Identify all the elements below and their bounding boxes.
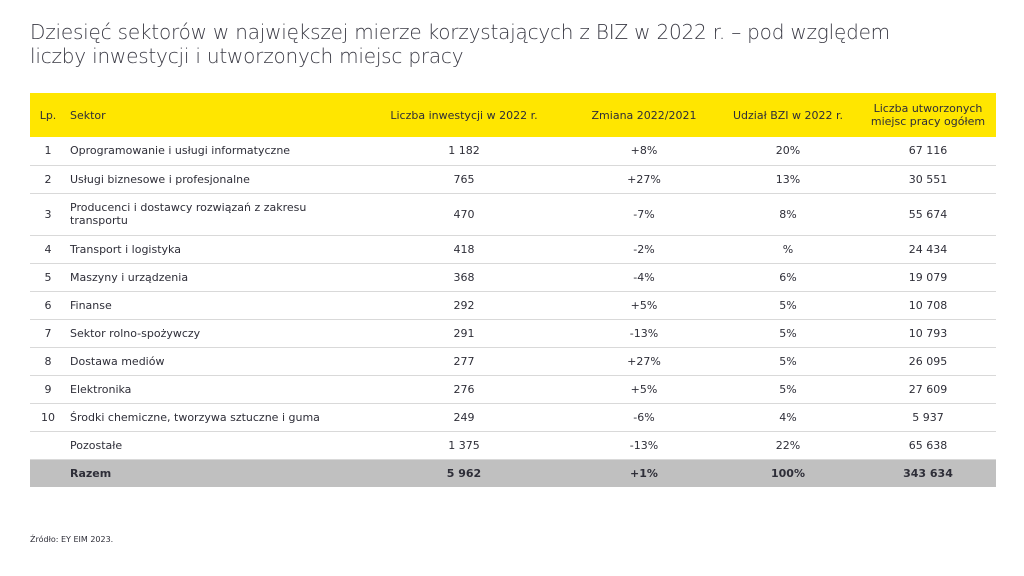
table-cell: 1 375	[356, 431, 572, 460]
table-row: 4 Transport i logistyka 418 -2%% 24 434	[30, 235, 996, 264]
total-cell: 343 634	[903, 466, 953, 480]
source-note: Źródło: EY EIM 2023.	[30, 535, 114, 544]
table-cell: 765	[356, 165, 572, 194]
table-cell: -6%	[572, 403, 716, 432]
table-row: 2 Usługi biznesowe i profesjonalne 765 +27%…	[30, 165, 996, 194]
table-row: 1 Oprogramowanie i usługi informatyczne 1 …	[30, 137, 996, 166]
table-cell: 8%	[716, 193, 860, 236]
sector-table: Lp. Sektor Liczba inwestycji w 2022 r. Zmia…	[30, 93, 996, 487]
table-cell: 9	[30, 375, 66, 404]
table-cell: %	[716, 235, 860, 264]
table-cell: 4%	[716, 403, 860, 432]
table-cell: 5	[30, 263, 66, 292]
table-cell: Pozostałe	[66, 431, 356, 460]
table-cell: Usługi biznesowe i profesjonalne	[66, 165, 356, 194]
table-cell: 67 116	[860, 137, 996, 166]
table-cell: 470	[356, 193, 572, 236]
table-cell: 7	[30, 319, 66, 348]
table-cell: 249	[356, 403, 572, 432]
table-cell: 4	[30, 235, 66, 264]
table-cell: 276	[356, 375, 572, 404]
table-cell: Sektor rolno-spożywczy	[66, 319, 356, 348]
table-cell: 19 079	[860, 263, 996, 292]
total-cell: 100%	[771, 466, 805, 480]
table-cell: 65 638	[860, 431, 996, 460]
total-cell: 5 962	[446, 466, 482, 480]
table-cell: 10 793	[860, 319, 996, 348]
table-cell: +27%	[572, 347, 716, 376]
table-cell: 1	[30, 137, 66, 166]
table-cell: 5 937	[860, 403, 996, 432]
table-cell: 291	[356, 319, 572, 348]
table-cell: Elektronika	[66, 375, 356, 404]
table-cell: 6%	[716, 263, 860, 292]
table-cell: 24 434	[860, 235, 996, 264]
table-cell: 10 708	[860, 291, 996, 320]
table-cell: +8%	[572, 137, 716, 166]
table-cell: 5%	[716, 375, 860, 404]
table-row: 9 Elektronika 276 +5% 5% 27 609	[30, 375, 996, 404]
table-cell: 30 551	[860, 165, 996, 194]
table-cell: Producenci i dostawcy rozwiązań z zakres…	[66, 193, 356, 236]
table-cell: -2%	[572, 235, 716, 264]
table-cell: 8	[30, 347, 66, 376]
table-cell: 5%	[716, 319, 860, 348]
table-cell	[30, 431, 66, 460]
table-row: 5 Maszyny i urządzenia 368 -4% 6% 19 079	[30, 263, 996, 292]
table-cell: 20%	[716, 137, 860, 166]
table-cell: +5%	[572, 375, 716, 404]
column-header: Sektor	[70, 108, 106, 122]
table-row: Pozostałe 1 375 -13% 22% 65 638	[30, 431, 996, 460]
table-row: 3 Producenci i dostawcy rozwiązań z zakre…	[30, 193, 996, 236]
total-cell: Razem	[70, 466, 112, 480]
total-cell	[30, 459, 66, 487]
table-row: 10 Środki chemiczne, tworzywa sztuczne i …	[30, 403, 996, 432]
table-cell: 55 674	[860, 193, 996, 236]
total-cell: +1%	[630, 466, 658, 480]
table-cell: Maszyny i urządzenia	[66, 263, 356, 292]
total-row: Razem 5 962 +1% 100% 343 634	[30, 459, 996, 487]
table-cell: Transport i logistyka	[66, 235, 356, 264]
table-cell: 6	[30, 291, 66, 320]
table-cell: 2	[30, 165, 66, 194]
column-header: Liczba utworzonych miejsc pracy ogółem	[870, 102, 986, 128]
table-cell: +27%	[572, 165, 716, 194]
table-cell: -13%	[572, 319, 716, 348]
table-cell: 13%	[716, 165, 860, 194]
table-cell: 10	[30, 403, 66, 432]
table-cell: 418	[356, 235, 572, 264]
table-cell: -7%	[572, 193, 716, 236]
title: Dziesięć sektorów w największej mierze k…	[30, 20, 890, 68]
table-cell: 22%	[716, 431, 860, 460]
table-row: 8 Dostawa mediów 277 +27% 5% 26 095	[30, 347, 996, 376]
table-cell: -4%	[572, 263, 716, 292]
table-cell: 5%	[716, 347, 860, 376]
table-cell: Dostawa mediów	[66, 347, 356, 376]
table-cell: Oprogramowanie i usługi informatyczne	[66, 137, 356, 166]
column-header: Udział BZI w 2022 r.	[732, 108, 844, 122]
title-line: liczby inwestycji i utworzonych miejsc p…	[30, 44, 464, 68]
column-header: Zmiana 2022/2021	[591, 108, 697, 122]
header-row: Lp. Sektor Liczba inwestycji w 2022 r. Zmia…	[30, 93, 996, 137]
table-cell: 26 095	[860, 347, 996, 376]
table-cell: Środki chemiczne, tworzywa sztuczne i gu…	[66, 403, 356, 432]
table-row: 7 Sektor rolno-spożywczy 291 -13% 5% 10 793	[30, 319, 996, 348]
table-cell: 5%	[716, 291, 860, 320]
table-cell: +5%	[572, 291, 716, 320]
table-cell: 368	[356, 263, 572, 292]
table-cell: Finanse	[66, 291, 356, 320]
table-cell: -13%	[572, 431, 716, 460]
title-line: Dziesięć sektorów w największej mierze k…	[30, 20, 890, 44]
table-cell: 292	[356, 291, 572, 320]
column-header: Lp.	[39, 108, 57, 122]
table-cell: 27 609	[860, 375, 996, 404]
table-row: 6 Finanse 292 +5% 5% 10 708	[30, 291, 996, 320]
table-cell: 3	[30, 193, 66, 236]
table-cell: 277	[356, 347, 572, 376]
column-header: Liczba inwestycji w 2022 r.	[390, 108, 538, 122]
table-cell: 1 182	[356, 137, 572, 166]
